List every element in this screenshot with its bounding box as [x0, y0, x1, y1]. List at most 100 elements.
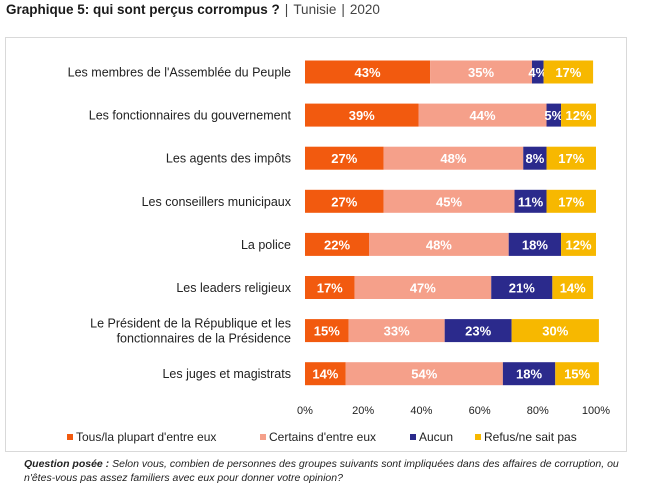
- title-separator: |: [284, 2, 289, 17]
- category-label: Les conseillers municipaux: [142, 195, 292, 209]
- x-tick-label: 40%: [410, 405, 432, 417]
- data-label: 22%: [324, 237, 350, 252]
- bar-segment: [305, 60, 431, 84]
- chart-country: Tunisie: [293, 2, 337, 17]
- bar-segment: [546, 189, 596, 213]
- x-tick-label: 100%: [582, 405, 610, 417]
- data-label: 47%: [410, 281, 436, 296]
- category-label: Les juges et magistrats: [162, 367, 291, 381]
- legend-label: Refus/ne sait pas: [484, 430, 577, 444]
- data-label: 33%: [384, 324, 410, 339]
- legend-swatch: [260, 434, 266, 440]
- bar-segment: [354, 276, 492, 299]
- bar-segment: [511, 319, 599, 343]
- data-label: 39%: [349, 108, 375, 123]
- data-label: 15%: [314, 324, 340, 339]
- bar-segment: [508, 232, 562, 256]
- chart-legend: Tous/la plupart d'entre eux Certains d'en…: [0, 430, 663, 446]
- chart-title: Graphique 5: qui sont perçus corrompus ?: [6, 2, 280, 17]
- bar-segment: [514, 189, 547, 213]
- title-separator: |: [341, 2, 345, 17]
- legend-swatch: [475, 434, 481, 440]
- bar-segment: [383, 189, 515, 213]
- data-label: 27%: [331, 151, 357, 166]
- legend-label: Certains d'entre eux: [269, 430, 377, 444]
- data-label: 21%: [509, 281, 535, 296]
- x-tick-label: 20%: [352, 405, 374, 417]
- bar-segment: [444, 319, 512, 343]
- bar-segment: [345, 362, 503, 386]
- bar-segment: [348, 319, 445, 343]
- data-label: 27%: [331, 194, 357, 209]
- legend-swatch: [410, 434, 416, 440]
- bar-segment: [430, 60, 532, 84]
- question-footnote: Question posée : Selon vous, combien de …: [24, 458, 624, 485]
- bar-segment: [369, 232, 509, 256]
- data-label: 12%: [566, 108, 592, 123]
- bar-segment: [305, 103, 419, 127]
- bar-segment: [305, 362, 346, 386]
- data-label: 17%: [555, 65, 581, 80]
- legend-label: Aucun: [419, 430, 454, 444]
- data-label: 14%: [312, 367, 338, 382]
- footnote-text: Selon vous, combien de personnes des gro…: [24, 458, 619, 484]
- bar-segment: [502, 362, 556, 386]
- data-label: 14%: [560, 281, 586, 296]
- data-label: 17%: [558, 151, 584, 166]
- x-tick-label: 0%: [297, 405, 313, 417]
- bar-segment: [561, 232, 596, 256]
- legend-item: Tous/la plupart d'entre eux: [67, 430, 216, 444]
- legend-item: Certains d'entre eux: [260, 430, 376, 444]
- bar-segment: [523, 146, 547, 170]
- data-label: 17%: [317, 281, 343, 296]
- footnote-label: Question posée :: [24, 458, 110, 470]
- bar-segment: [305, 319, 349, 343]
- bar-segment: [491, 276, 553, 299]
- data-label: 35%: [468, 65, 494, 80]
- legend-item: Aucun: [410, 430, 453, 444]
- chart-year: 2020: [349, 2, 380, 17]
- data-label: 17%: [558, 194, 584, 209]
- data-label: 18%: [516, 367, 542, 382]
- bar-segment: [546, 103, 562, 127]
- data-label: 44%: [469, 108, 495, 123]
- category-label: Les agents des impôts: [166, 152, 291, 166]
- bar-segment: [305, 232, 370, 256]
- bar-segment: [555, 362, 599, 386]
- bar-segment: [418, 103, 547, 127]
- data-label: 15%: [564, 367, 590, 382]
- data-label: 54%: [411, 367, 437, 382]
- data-label: 5%: [544, 108, 563, 123]
- category-label: Les fonctionnaires du gouvernement: [89, 109, 292, 123]
- bar-segment: [546, 146, 596, 170]
- bar-segment: [305, 146, 384, 170]
- data-label: 23%: [465, 324, 491, 339]
- chart-title-line: Graphique 5: qui sont perçus corrompus ?…: [6, 2, 380, 17]
- category-label: Le Président de la République et les: [90, 317, 291, 331]
- data-label: 48%: [426, 237, 452, 252]
- chart-frame: [5, 37, 627, 452]
- data-label: 45%: [436, 194, 462, 209]
- bar-segment: [543, 60, 594, 84]
- data-label: 30%: [542, 324, 568, 339]
- data-label: 12%: [566, 237, 592, 252]
- category-label: Les membres de l'Assemblée du Peuple: [68, 66, 291, 80]
- bar-segment: [305, 276, 355, 299]
- bar-segment: [552, 276, 594, 299]
- data-label: 8%: [525, 151, 544, 166]
- data-label: 18%: [522, 237, 548, 252]
- stacked-bar-chart: Les membres de l'Assemblée du Peuple 43% 3…: [68, 60, 610, 417]
- legend-label: Tous/la plupart d'entre eux: [76, 430, 217, 444]
- data-label: 11%: [518, 194, 544, 209]
- bar-segment: [531, 60, 544, 84]
- x-tick-label: 60%: [469, 405, 491, 417]
- bar-segment: [305, 189, 384, 213]
- data-label: 4%: [528, 65, 547, 80]
- bar-segment: [561, 103, 596, 127]
- legend-swatch: [67, 434, 73, 440]
- bar-segment: [383, 146, 524, 170]
- data-label: 48%: [440, 151, 466, 166]
- category-label: Les leaders religieux: [176, 281, 291, 295]
- data-label: 43%: [355, 65, 381, 80]
- legend-item: Refus/ne sait pas: [475, 430, 577, 444]
